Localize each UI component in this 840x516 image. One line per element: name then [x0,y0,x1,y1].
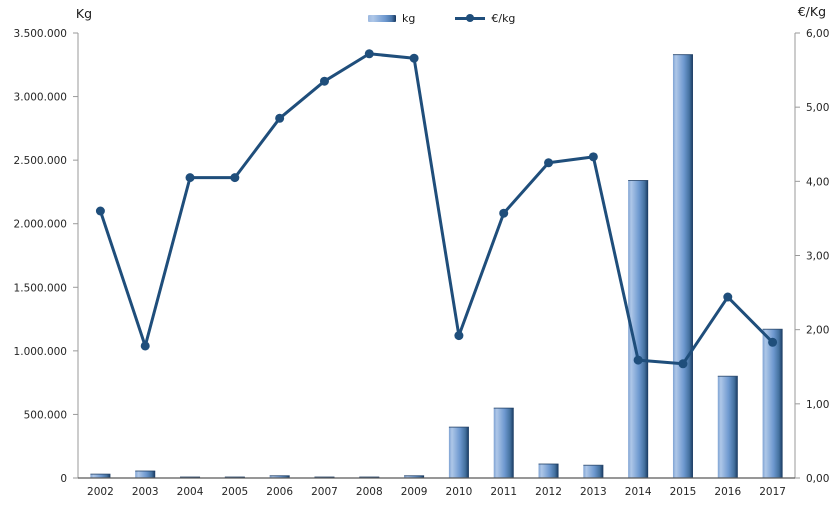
left-axis-tick-label: 0 [60,473,67,485]
x-axis-label: 2011 [490,486,517,498]
x-axis-label: 2006 [266,486,293,498]
bar-2010 [448,427,469,478]
price-point-2005 [230,173,240,183]
bar-2014 [628,180,649,478]
bar-2012 [538,464,559,478]
price-point-2006 [275,113,285,123]
price-point-2010 [454,331,464,341]
x-axis-label: 2008 [356,486,383,498]
legend: kg €/kg [368,12,515,25]
left-axis-tick-label: 1.000.000 [14,346,67,358]
bar-swatch-icon [368,15,396,22]
price-point-2011 [499,208,509,218]
left-axis-tick-label: 3.000.000 [14,92,67,104]
legend-label-price: €/kg [491,12,516,25]
bar-2003 [135,471,156,478]
price-point-2013 [588,152,598,162]
x-axis-label: 2007 [311,486,338,498]
bar-2016 [717,376,738,478]
right-axis-tick-label: 5,00 [806,102,829,114]
bar-2011 [493,408,514,478]
price-point-2008 [364,49,374,59]
right-axis-tick-label: 6,00 [806,28,829,40]
right-axis-tick-label: 0,00 [806,473,829,485]
price-point-2002 [95,206,105,216]
right-axis-tick-label: 2,00 [806,325,829,337]
left-axis-tick-label: 2.500.000 [14,155,67,167]
legend-label-kg: kg [402,12,416,25]
price-point-2017 [768,337,778,347]
price-point-2004 [185,173,195,183]
x-axis-label: 2014 [625,486,652,498]
x-axis-label: 2012 [535,486,562,498]
right-axis-tick-label: 1,00 [806,399,829,411]
price-point-2003 [140,341,150,351]
x-axis-label: 2016 [714,486,741,498]
left-axis-tick-label: 1.500.000 [14,282,67,294]
price-line [98,52,775,366]
price-point-2014 [633,355,643,365]
price-point-2015 [678,359,688,369]
x-axis-label: 2004 [177,486,204,498]
left-axis-tick-label: 2.000.000 [14,219,67,231]
left-axis-tick-label: 500.000 [24,409,67,421]
price-point-2007 [319,76,329,86]
x-axis-label: 2013 [580,486,607,498]
x-axis-label: 2010 [446,486,473,498]
price-point-2016 [723,292,733,302]
bar-2006 [269,475,290,478]
bar-2017 [762,329,783,478]
legend-item-kg: kg [368,12,415,25]
left-axis-title: Kg [75,6,93,21]
right-axis-tick-label: 4,00 [806,176,829,188]
x-axis-label: 2009 [401,486,428,498]
x-axis-label: 2005 [221,486,248,498]
x-axis-label: 2003 [132,486,159,498]
right-axis-tick-label: 3,00 [806,251,829,263]
line-swatch-icon [455,14,486,22]
bar-2013 [583,465,604,478]
price-point-2009 [409,53,419,63]
price-point-2012 [544,158,554,168]
left-axis-tick-label: 3.500.000 [14,28,67,40]
x-axis-label: 2002 [87,486,114,498]
x-axis-label: 2017 [759,486,786,498]
line-marker-icon [466,14,475,22]
legend-item-price: €/kg [455,12,515,25]
bar-2009 [404,475,425,478]
x-axis-label: 2015 [670,486,697,498]
bar-2015 [672,54,693,478]
bar-2002 [90,474,111,478]
right-axis-title: €/Kg [797,4,826,19]
